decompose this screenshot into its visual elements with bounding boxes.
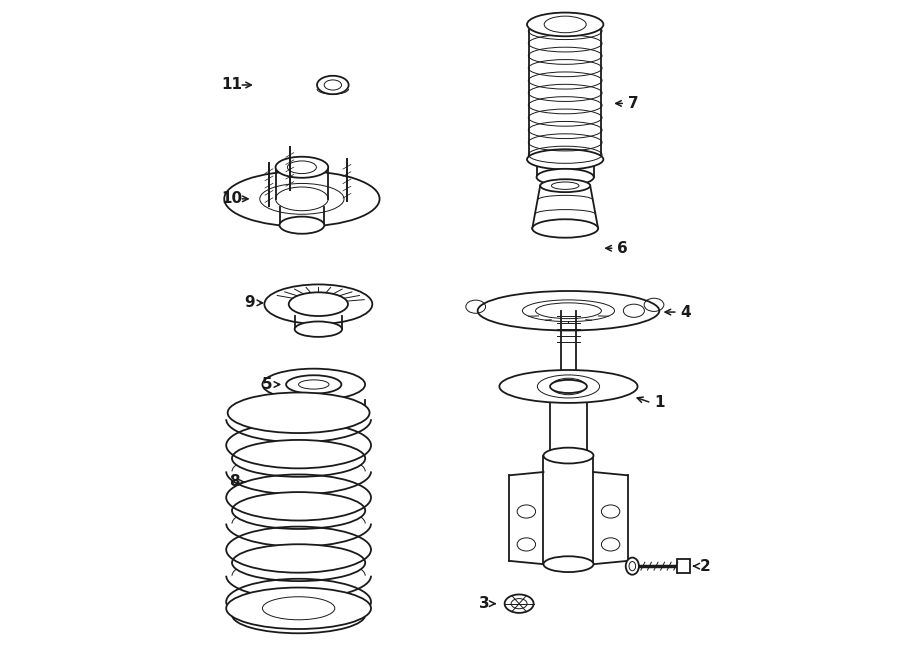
Ellipse shape: [478, 291, 660, 330]
Text: 10: 10: [220, 191, 242, 206]
Ellipse shape: [540, 179, 590, 192]
Ellipse shape: [544, 447, 593, 463]
Ellipse shape: [232, 492, 365, 529]
Ellipse shape: [280, 217, 324, 234]
Text: 7: 7: [627, 96, 638, 111]
Ellipse shape: [527, 149, 603, 169]
Ellipse shape: [550, 380, 587, 393]
Text: 4: 4: [680, 305, 691, 319]
Ellipse shape: [317, 76, 348, 95]
Ellipse shape: [232, 544, 365, 581]
Text: 1: 1: [654, 395, 664, 410]
Text: 3: 3: [479, 596, 490, 611]
Ellipse shape: [228, 393, 370, 433]
Ellipse shape: [544, 557, 593, 572]
Text: 9: 9: [244, 295, 255, 311]
Ellipse shape: [289, 292, 348, 316]
Ellipse shape: [232, 440, 365, 477]
Ellipse shape: [263, 369, 365, 401]
Ellipse shape: [275, 157, 328, 178]
Text: 2: 2: [699, 559, 710, 574]
Ellipse shape: [601, 538, 620, 551]
Ellipse shape: [550, 449, 587, 462]
Ellipse shape: [226, 588, 371, 629]
Ellipse shape: [505, 594, 534, 613]
Ellipse shape: [265, 284, 373, 324]
Ellipse shape: [527, 13, 603, 36]
Bar: [677, 559, 690, 573]
Ellipse shape: [232, 596, 365, 633]
Ellipse shape: [518, 505, 536, 518]
Ellipse shape: [500, 370, 637, 403]
Ellipse shape: [601, 505, 620, 518]
Text: 6: 6: [617, 241, 628, 256]
Ellipse shape: [536, 169, 594, 186]
Text: 5: 5: [262, 377, 273, 392]
Ellipse shape: [224, 171, 380, 227]
Text: 8: 8: [229, 475, 239, 489]
Ellipse shape: [624, 304, 644, 317]
Ellipse shape: [532, 219, 598, 238]
Ellipse shape: [518, 538, 536, 551]
Ellipse shape: [294, 321, 342, 337]
Ellipse shape: [286, 375, 341, 394]
Ellipse shape: [626, 558, 639, 574]
Text: 11: 11: [221, 77, 242, 93]
